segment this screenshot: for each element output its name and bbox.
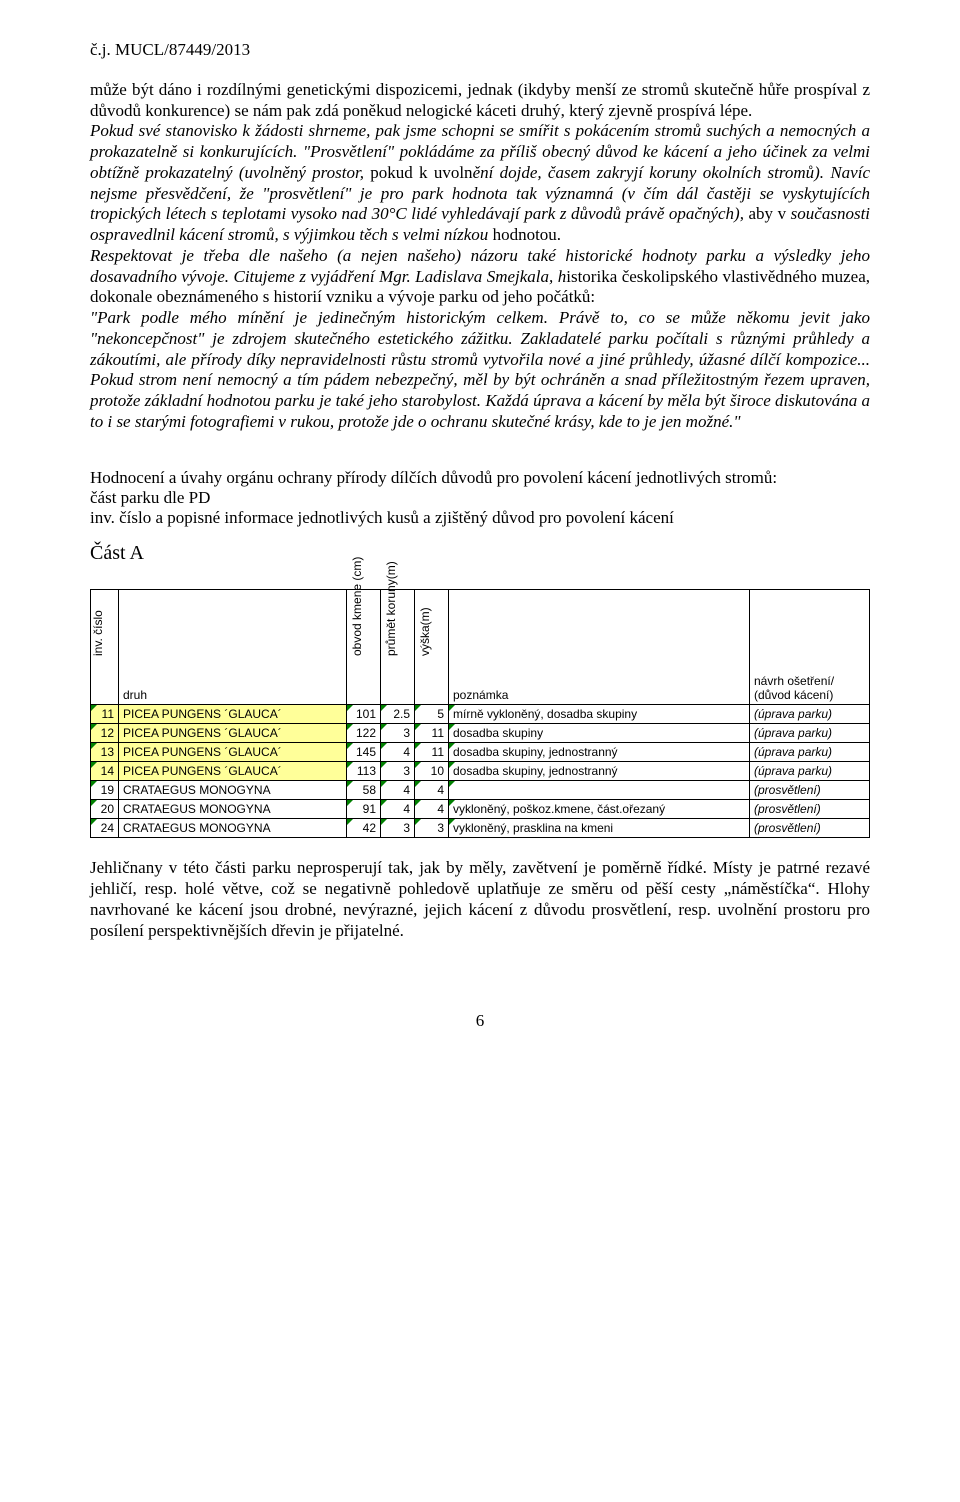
table-cell: PICEA PUNGENS ´GLAUCA´ (119, 762, 347, 781)
col-obvod: obvod kmene (cm) (347, 590, 381, 705)
table-cell: 4 (381, 743, 415, 762)
table-cell: dosadba skupiny (449, 724, 750, 743)
para1-c: pokud k uvoln (370, 163, 472, 182)
after-table-text: Jehličnany v této části parku neprosperu… (90, 858, 870, 941)
table-cell: vykloněný, poškoz.kmene, část.ořezaný (449, 800, 750, 819)
table-cell: 91 (347, 800, 381, 819)
table-cell: 10 (415, 762, 449, 781)
table-cell: 4 (381, 781, 415, 800)
col-druh: druh (119, 590, 347, 705)
table-cell: PICEA PUNGENS ´GLAUCA´ (119, 743, 347, 762)
para1-g: hodnotou. (493, 225, 561, 244)
table-cell: PICEA PUNGENS ´GLAUCA´ (119, 724, 347, 743)
table-cell: (prosvětlení) (750, 800, 870, 819)
table-cell: 122 (347, 724, 381, 743)
table-cell: 12 (91, 724, 119, 743)
table-row: 14PICEA PUNGENS ´GLAUCA´113310dosadba sk… (91, 762, 870, 781)
table-row: 11PICEA PUNGENS ´GLAUCA´1012.55mírně vyk… (91, 705, 870, 724)
table-cell: 58 (347, 781, 381, 800)
table-cell: PICEA PUNGENS ´GLAUCA´ (119, 705, 347, 724)
section-intro-3: inv. číslo a popisné informace jednotliv… (90, 508, 870, 528)
table-row: 19CRATAEGUS MONOGYNA5844(prosvětlení) (91, 781, 870, 800)
col-navrh: návrh ošetření/ (důvod kácení) (750, 590, 870, 705)
table-cell: CRATAEGUS MONOGYNA (119, 819, 347, 838)
para1-e: aby v (749, 204, 791, 223)
table-row: 24CRATAEGUS MONOGYNA4233vykloněný, prask… (91, 819, 870, 838)
table-cell: CRATAEGUS MONOGYNA (119, 781, 347, 800)
table-cell: 3 (381, 819, 415, 838)
table-header-row: inv. číslo druh obvod kmene (cm) průmět … (91, 590, 870, 705)
page-number: 6 (90, 1011, 870, 1031)
table-cell: (úprava parku) (750, 724, 870, 743)
table-cell: mírně vykloněný, dosadba skupiny (449, 705, 750, 724)
section-intro-1: Hodnocení a úvahy orgánu ochrany přírody… (90, 468, 870, 488)
table-row: 13PICEA PUNGENS ´GLAUCA´145411dosadba sk… (91, 743, 870, 762)
table-cell: 14 (91, 762, 119, 781)
table-cell: 4 (415, 800, 449, 819)
part-a-label: Část A (90, 542, 870, 565)
main-body: může být dáno i rozdílnými genetickými d… (90, 80, 870, 432)
table-cell: 5 (415, 705, 449, 724)
tree-table: inv. číslo druh obvod kmene (cm) průmět … (90, 589, 870, 838)
table-cell: 2.5 (381, 705, 415, 724)
col-vyska: výška(m) (415, 590, 449, 705)
table-cell: 11 (415, 724, 449, 743)
table-cell: 19 (91, 781, 119, 800)
table-cell: (úprava parku) (750, 762, 870, 781)
table-row: 20CRATAEGUS MONOGYNA9144vykloněný, poško… (91, 800, 870, 819)
col-inv: inv. číslo (91, 590, 119, 705)
table-cell: 101 (347, 705, 381, 724)
table-cell: 24 (91, 819, 119, 838)
section-intro-2: část parku dle PD (90, 488, 870, 508)
table-cell: 4 (381, 800, 415, 819)
table-cell: 13 (91, 743, 119, 762)
table-cell: 3 (381, 724, 415, 743)
doc-reference: č.j. MUCL/87449/2013 (90, 40, 870, 60)
table-cell: dosadba skupiny, jednostranný (449, 743, 750, 762)
col-poznamka: poznámka (449, 590, 750, 705)
table-cell: 20 (91, 800, 119, 819)
table-cell: 3 (381, 762, 415, 781)
table-cell: (prosvětlení) (750, 819, 870, 838)
table-cell: 4 (415, 781, 449, 800)
table-row: 12PICEA PUNGENS ´GLAUCA´122311dosadba sk… (91, 724, 870, 743)
para1-a: může být dáno i rozdílnými genetickými d… (90, 80, 870, 120)
table-cell (449, 781, 750, 800)
table-cell: 11 (91, 705, 119, 724)
table-cell: 3 (415, 819, 449, 838)
para3: "Park podle mého mínění je jedinečným hi… (90, 308, 870, 432)
table-cell: dosadba skupiny, jednostranný (449, 762, 750, 781)
table-cell: 145 (347, 743, 381, 762)
table-cell: 113 (347, 762, 381, 781)
col-prumet: průmět koruny(m) (381, 590, 415, 705)
section-intro: Hodnocení a úvahy orgánu ochrany přírody… (90, 468, 870, 528)
table-cell: 11 (415, 743, 449, 762)
table-cell: (prosvětlení) (750, 781, 870, 800)
table-cell: CRATAEGUS MONOGYNA (119, 800, 347, 819)
table-cell: vykloněný, prasklina na kmeni (449, 819, 750, 838)
table-cell: (úprava parku) (750, 705, 870, 724)
table-cell: (úprava parku) (750, 743, 870, 762)
table-cell: 42 (347, 819, 381, 838)
